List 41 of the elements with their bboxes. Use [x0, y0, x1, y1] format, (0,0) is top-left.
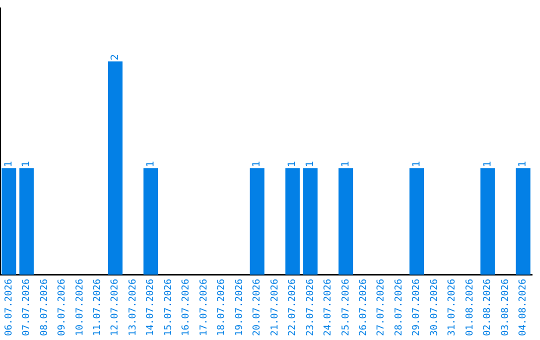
x-tick-label: 02.08.2026: [482, 278, 494, 336]
x-tick-label: 26.07.2026: [358, 278, 369, 336]
x-tick-label: 18.07.2026: [216, 278, 228, 336]
data-label: 1: [252, 160, 263, 168]
x-tick-label: 30.07.2026: [428, 278, 440, 336]
x-tick-label: 10.07.2026: [74, 278, 86, 336]
data-label: 1: [304, 160, 316, 168]
x-tick-label: 27.07.2026: [376, 278, 387, 336]
x-tick-label: 06.07.2026: [3, 278, 14, 336]
x-tick-label: 23.07.2026: [304, 278, 316, 336]
x-tick-label: 01.08.2026: [464, 278, 476, 336]
x-tick-label: 22.07.2026: [287, 278, 298, 336]
x-tick-label: 31.07.2026: [446, 278, 458, 336]
x-tick-label: 14.07.2026: [145, 278, 156, 336]
data-label: 1: [340, 160, 352, 168]
x-tick-label: 24.07.2026: [322, 278, 334, 336]
x-tick-label: 07.07.2026: [21, 278, 32, 336]
x-tick-label: 16.07.2026: [180, 278, 192, 336]
x-tick-label: 19.07.2026: [234, 278, 245, 336]
x-tick-label: 11.07.2026: [92, 278, 103, 336]
data-label: 1: [145, 160, 156, 168]
data-label: 1: [411, 160, 422, 168]
x-tick-label: 15.07.2026: [162, 278, 174, 336]
x-tick-label: 20.07.2026: [252, 278, 263, 336]
data-label: 1: [21, 160, 32, 168]
data-label: 1: [3, 160, 14, 168]
data-label: 1: [482, 160, 494, 168]
data-label: 1: [518, 160, 529, 168]
x-tick-label: 13.07.2026: [127, 278, 138, 336]
x-tick-label: 09.07.2026: [56, 278, 68, 336]
x-tick-label: 08.07.2026: [38, 278, 50, 336]
data-label: 1: [287, 160, 298, 168]
x-tick-label: 12.07.2026: [110, 278, 121, 336]
data-label: 2: [110, 54, 121, 60]
x-tick-label: 03.08.2026: [500, 278, 511, 336]
x-tick-label: 25.07.2026: [340, 278, 352, 336]
x-tick-label: 17.07.2026: [198, 278, 210, 336]
x-tick-label: 04.08.2026: [518, 278, 529, 336]
x-tick-label: 29.07.2026: [411, 278, 422, 336]
x-tick-label: 28.07.2026: [393, 278, 404, 336]
x-tick-label: 21.07.2026: [269, 278, 280, 336]
